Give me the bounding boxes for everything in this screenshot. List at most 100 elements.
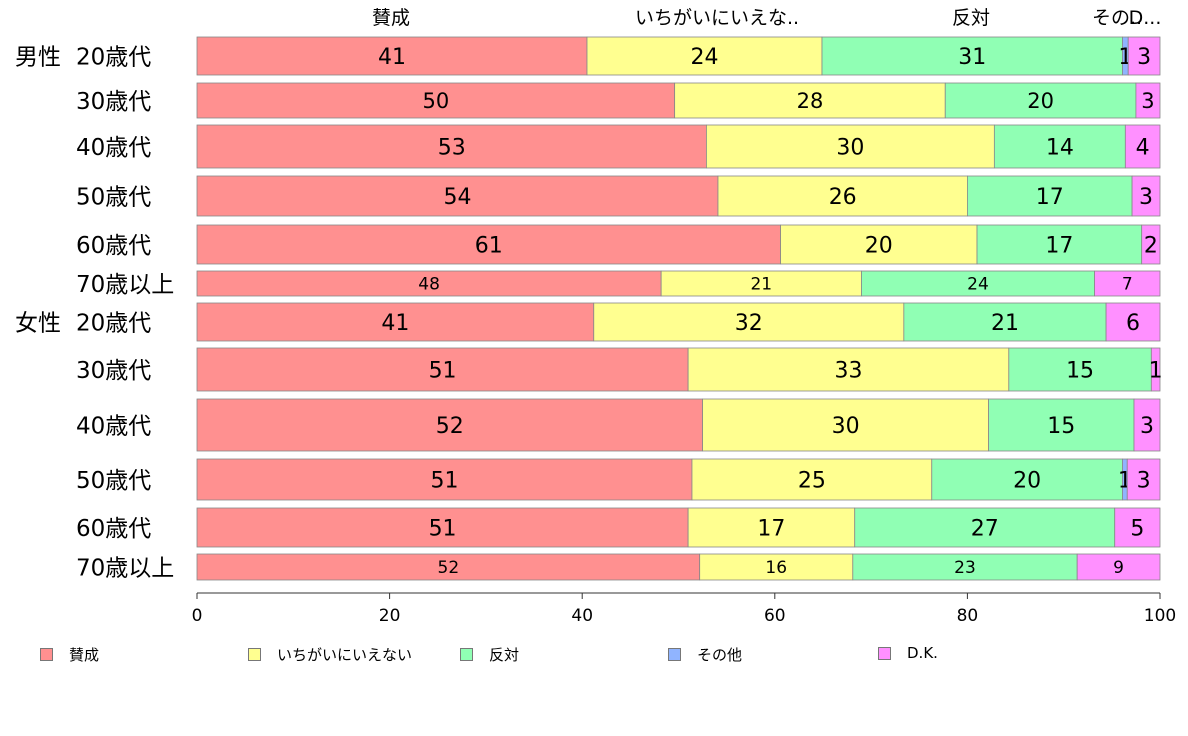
bar-value-label: 53	[438, 135, 466, 160]
column-header: 賛成	[372, 7, 410, 29]
bar-segment-1	[780, 224, 978, 265]
column-header: D...	[1129, 7, 1162, 29]
bar-value-label: 4	[1136, 135, 1150, 160]
bar-value-label: 33	[834, 358, 862, 383]
bar-value-label: 24	[691, 45, 719, 70]
bar-segment-0	[196, 398, 703, 452]
row-label: 40歳代	[76, 135, 151, 161]
bar-value-label: 31	[958, 45, 986, 70]
bar-value-label: 21	[750, 275, 772, 295]
bar-segment-0	[196, 224, 781, 265]
row-label: 70歳以上	[76, 555, 174, 581]
bar-segment-0	[196, 175, 719, 217]
bar-segment-1	[717, 175, 968, 217]
bar-segment-2	[852, 553, 1078, 581]
bar-value-label: 9	[1113, 558, 1124, 578]
bar-value-label: 41	[378, 45, 406, 70]
bar-segment-4	[1076, 553, 1161, 581]
row-label: 30歳代	[76, 358, 151, 384]
legend-label: D.K.	[907, 644, 938, 662]
bar-value-label: 3	[1137, 45, 1151, 70]
bar-value-label: 14	[1046, 135, 1074, 160]
legend-swatch	[40, 648, 53, 661]
bar-value-label: 27	[971, 516, 999, 541]
bar-segment-1	[674, 82, 946, 119]
bar-segment-4	[1133, 398, 1161, 452]
bar-segment-2	[967, 175, 1133, 217]
bar-segment-1	[687, 507, 856, 548]
legend-swatch	[460, 648, 473, 661]
bar-segment-4	[1124, 124, 1161, 169]
x-tick-label: 40	[571, 606, 593, 626]
bar-segment-0	[196, 124, 707, 169]
bar-segment-0	[196, 302, 595, 342]
bar-value-label: 20	[865, 233, 893, 258]
bar-segment-2	[1008, 347, 1152, 392]
x-tick-label: 0	[192, 606, 203, 626]
bar-segment-4	[1150, 347, 1161, 392]
bar-segment-1	[702, 398, 989, 452]
legend-label: いちがいにいえない	[277, 646, 413, 664]
row-label: 70歳以上	[76, 272, 174, 298]
bar-value-label: 2	[1144, 233, 1158, 258]
bar-value-label: 50	[422, 89, 449, 113]
bar-segment-4	[1127, 36, 1161, 76]
bar-value-label: 3	[1141, 89, 1154, 113]
bar-segment-4	[1114, 507, 1161, 548]
bar-value-label: 51	[429, 516, 457, 541]
bar-segment-1	[699, 553, 854, 581]
row-label: 20歳代	[76, 44, 151, 70]
bar-segment-4	[1135, 82, 1161, 119]
bar-segment-1	[691, 458, 933, 501]
bar-value-label: 3	[1137, 468, 1151, 493]
bar-value-label: 24	[967, 275, 989, 295]
bar-segment-0	[196, 507, 689, 548]
bar-segment-0	[196, 82, 676, 119]
bar-value-label: 61	[475, 233, 503, 258]
legend-swatch	[668, 648, 681, 661]
bar-segment-2	[993, 124, 1126, 169]
bar-segment-1	[687, 347, 1010, 392]
bar-segment-2	[976, 224, 1143, 265]
row-label: 50歳代	[76, 468, 151, 494]
bar-value-label: 15	[1066, 358, 1094, 383]
column-header: いちがいにいえな..	[635, 7, 799, 29]
bar-value-label: 23	[954, 558, 976, 578]
legend-item: いちがいにいえない	[248, 644, 412, 665]
bar-value-label: 3	[1140, 414, 1154, 439]
bar-segment-4	[1141, 224, 1161, 265]
bar-value-label: 30	[836, 135, 864, 160]
bar-segment-0	[196, 270, 662, 297]
bar-value-label: 28	[797, 89, 824, 113]
bar-segment-4	[1094, 270, 1161, 297]
bar-value-label: 17	[757, 516, 785, 541]
chart-legend: 賛成 いちがいにいえない 反対 その他 D.K.	[0, 644, 1188, 668]
bar-value-label: 21	[991, 311, 1019, 336]
bar-value-label: 17	[1036, 185, 1064, 210]
row-label: 30歳代	[76, 89, 151, 115]
legend-label: 賛成	[69, 646, 100, 664]
legend-item: 賛成	[40, 644, 99, 665]
bar-value-label: 7	[1122, 275, 1133, 295]
bar-value-label: 41	[381, 311, 409, 336]
legend-item: その他	[668, 644, 742, 665]
row-label: 50歳代	[76, 184, 151, 210]
bar-value-label: 3	[1139, 185, 1153, 210]
x-tick-label: 100	[1144, 606, 1176, 626]
row-label: 60歳代	[76, 233, 151, 259]
legend-item: D.K.	[878, 644, 938, 662]
row-label: 20歳代	[76, 310, 151, 336]
bar-value-label: 20	[1027, 89, 1054, 113]
row-label: 60歳代	[76, 516, 151, 542]
legend-item: 反対	[460, 644, 519, 665]
bar-value-label: 20	[1013, 468, 1041, 493]
bar-segment-2	[861, 270, 1095, 297]
bar-value-label: 17	[1045, 233, 1073, 258]
bar-segment-4	[1131, 175, 1161, 217]
bar-segment-1	[593, 302, 905, 342]
bar-value-label: 52	[436, 414, 464, 439]
group-label: 女性	[15, 310, 61, 336]
bar-value-label: 1	[1149, 358, 1163, 383]
bar-value-label: 51	[429, 358, 457, 383]
